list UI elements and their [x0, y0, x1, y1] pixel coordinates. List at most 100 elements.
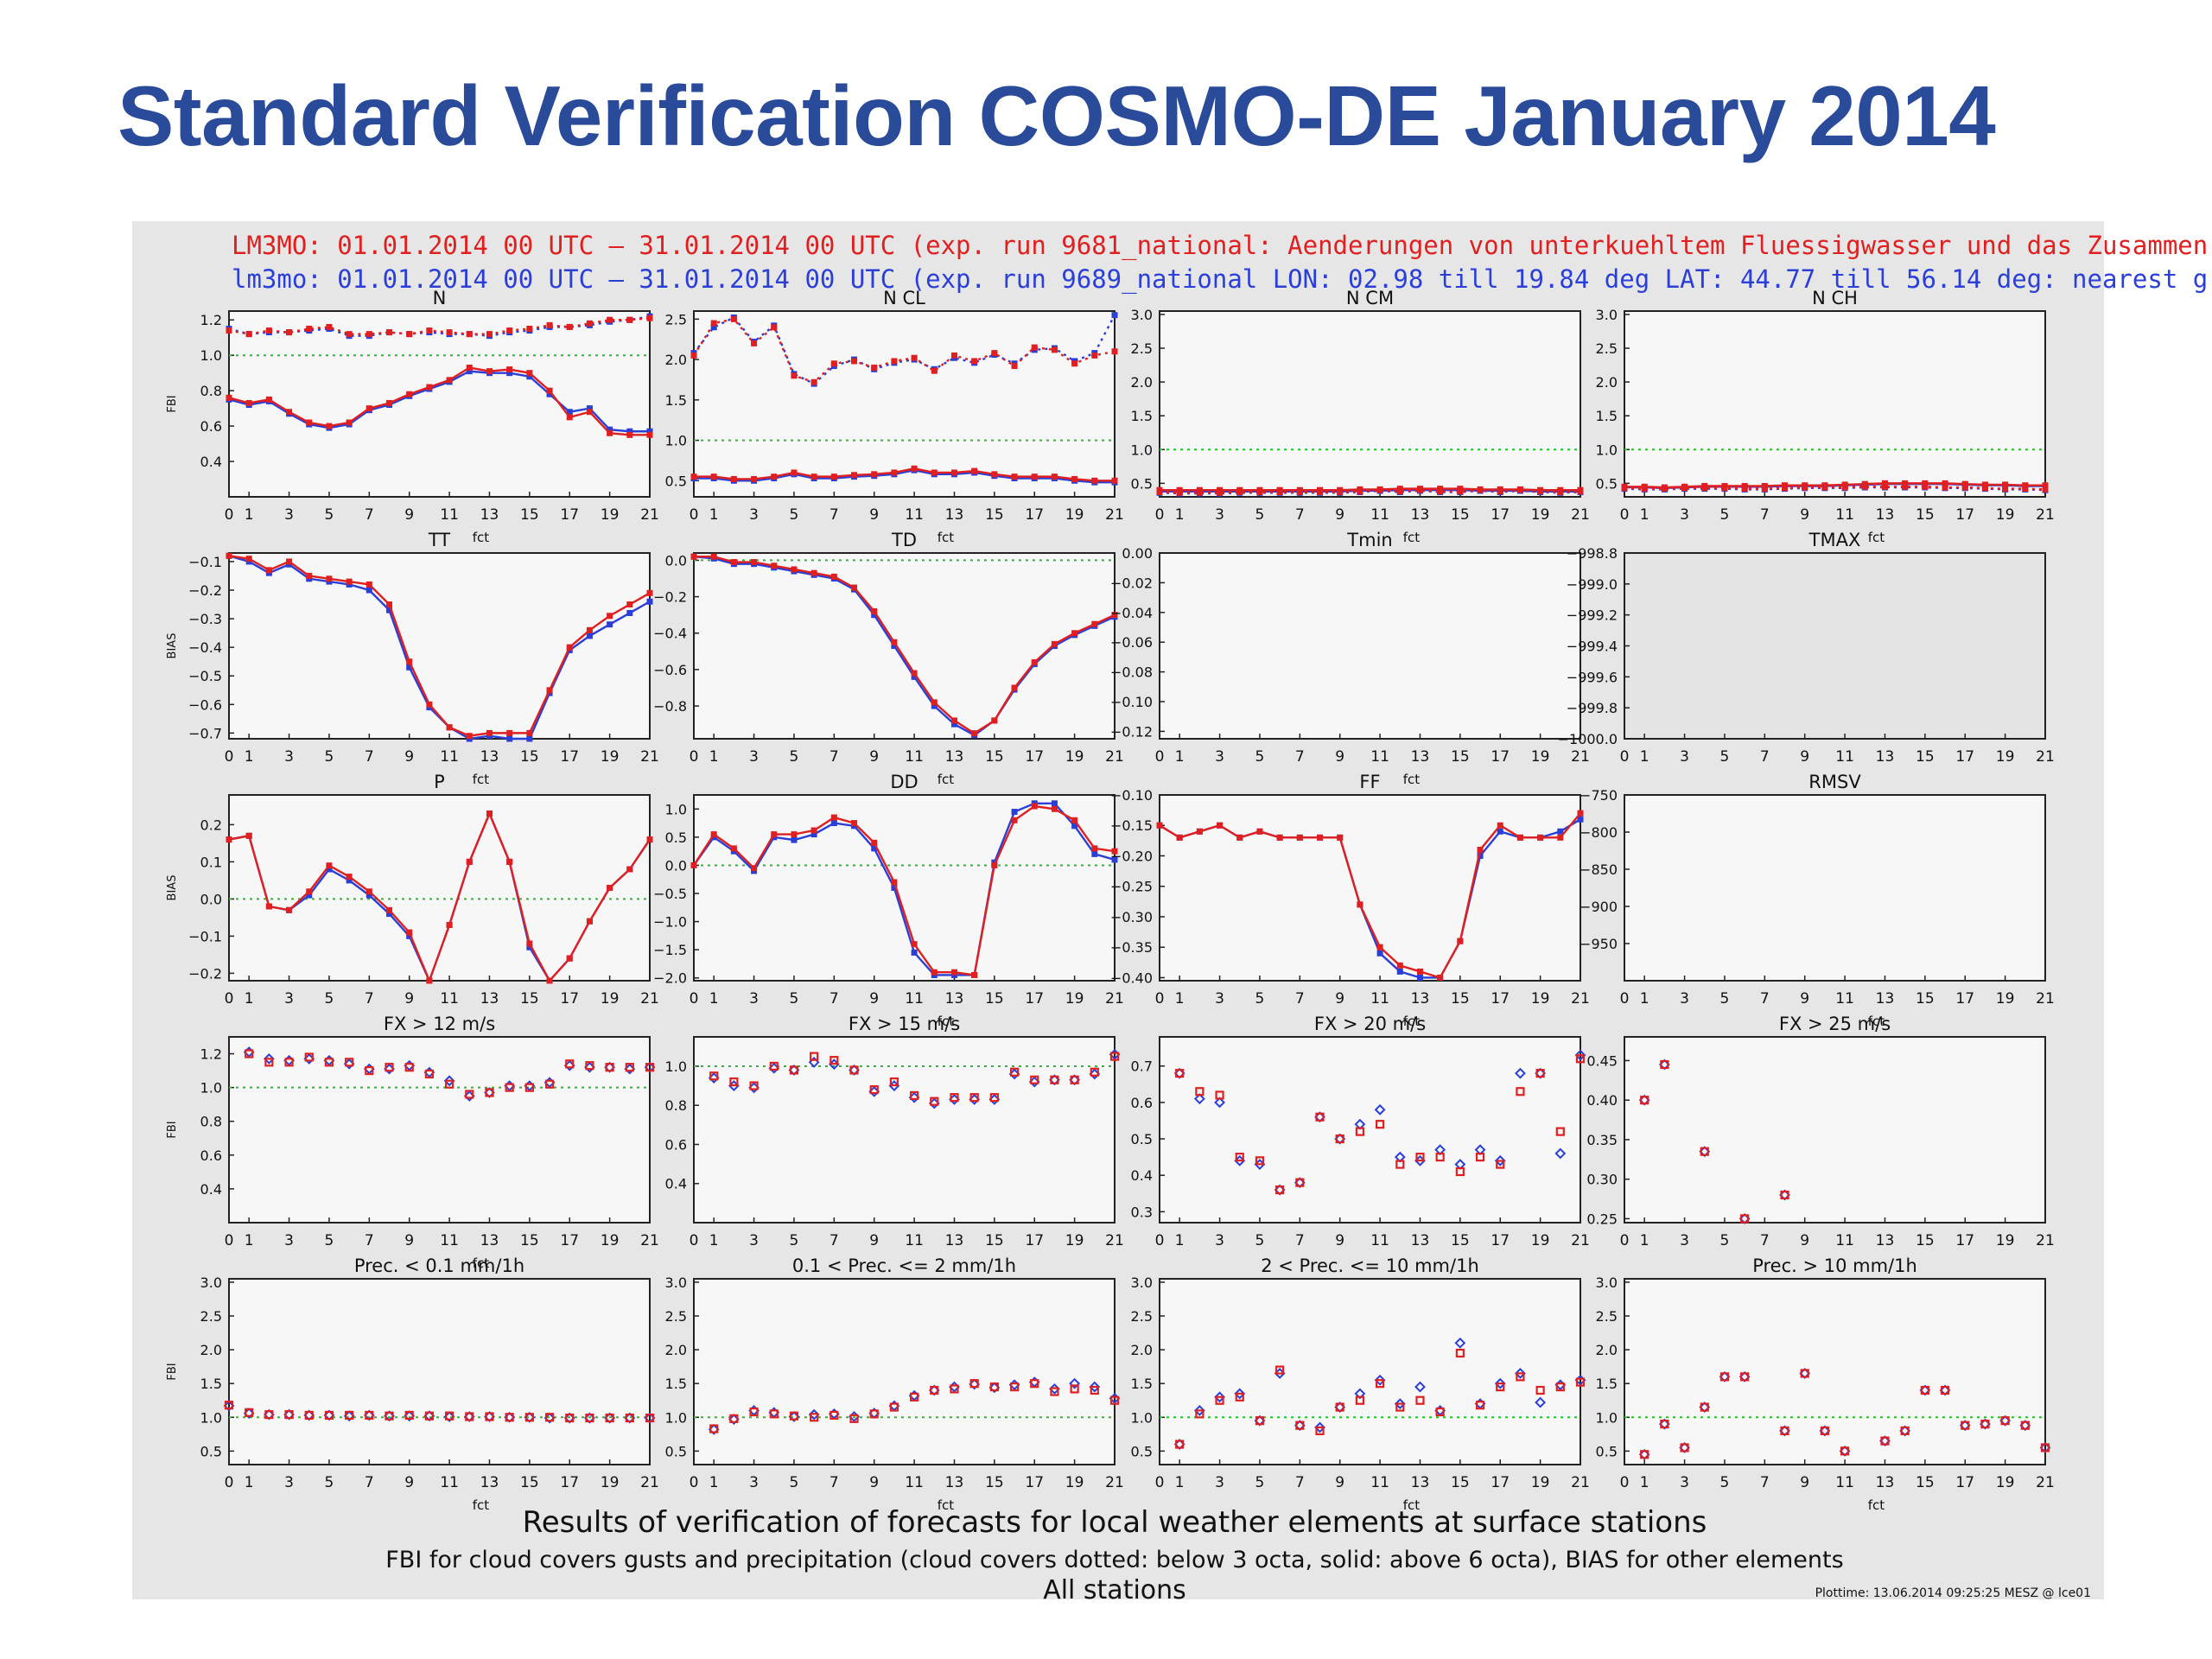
x-tick-label: 11	[1370, 1474, 1389, 1491]
x-tick-label: 21	[1105, 1474, 1124, 1491]
series-line	[228, 555, 651, 737]
x-tick-label: 0	[1155, 990, 1165, 1007]
x-tick-label: 0	[225, 506, 234, 524]
x-tick-label: 5	[790, 990, 799, 1007]
data-point	[226, 552, 232, 559]
y-tick-label: −0.10	[1110, 694, 1153, 710]
y-tick-label: 0.4	[1131, 1167, 1153, 1184]
data-point	[1235, 1153, 1244, 1162]
data-point	[911, 354, 918, 361]
data-point	[989, 1093, 999, 1103]
y-tick-label: 1.2	[200, 1046, 222, 1063]
series-line	[228, 370, 650, 433]
data-point	[911, 949, 918, 956]
x-tick-label: 19	[1065, 506, 1084, 524]
data-point	[1554, 1147, 1567, 1160]
x-tick-label: 21	[1571, 506, 1590, 524]
data-point	[1497, 822, 1503, 829]
data-point	[586, 320, 593, 327]
data-point	[544, 1413, 555, 1422]
data-point	[506, 735, 513, 742]
x-tick-label: 17	[1491, 1474, 1510, 1491]
data-point	[1840, 1446, 1850, 1456]
panel-title: FX > 20 m/s	[1314, 1014, 1426, 1034]
data-point	[751, 865, 758, 872]
data-point	[1217, 822, 1224, 829]
x-tick-label: 21	[1571, 1232, 1590, 1249]
data-point	[1011, 817, 1018, 823]
data-point	[1314, 1421, 1325, 1433]
data-point	[791, 469, 798, 476]
data-point	[526, 729, 533, 736]
panel-title: TD	[891, 530, 917, 550]
data-point	[1111, 856, 1118, 863]
data-point	[546, 977, 553, 984]
data-point	[1961, 484, 1968, 491]
data-point	[1415, 1395, 1425, 1405]
plot-area	[228, 1036, 651, 1224]
data-point	[1091, 352, 1098, 359]
y-tick-label: −999.8	[1567, 700, 1618, 716]
data-point	[771, 474, 778, 480]
x-tick-label: 21	[1571, 990, 1590, 1007]
x-tick-label: 13	[945, 1474, 964, 1491]
x-tick-label: 0	[1620, 990, 1630, 1007]
x-tick-label: 21	[1105, 1232, 1124, 1249]
y-tick-label: 0.5	[1596, 1443, 1618, 1459]
data-point	[306, 325, 313, 332]
panel-title: FX > 25 m/s	[1779, 1014, 1891, 1034]
data-point	[1497, 488, 1503, 495]
data-point	[950, 1093, 959, 1103]
y-tick-label: −1000.0	[1558, 731, 1618, 747]
y-tick-label: 0.1	[200, 854, 222, 870]
data-point	[769, 1409, 779, 1419]
x-tick-label: 17	[560, 506, 579, 524]
data-point	[751, 475, 758, 482]
plot-area	[693, 552, 1116, 740]
data-point	[971, 730, 978, 737]
y-tick-label: 0.0	[200, 891, 222, 907]
data-point	[1414, 1381, 1426, 1393]
x-tick-label: 1	[709, 1474, 719, 1491]
x-tick-label: 9	[1335, 506, 1344, 524]
x-tick-label: 17	[1955, 990, 1974, 1007]
data-point	[406, 664, 413, 671]
data-point	[1070, 1384, 1079, 1394]
y-tick-label: 1.0	[200, 1080, 222, 1096]
y-tick-label: 0.00	[1122, 545, 1153, 562]
x-tick-label: 13	[1876, 506, 1895, 524]
plot-area	[1624, 794, 2046, 982]
data-point	[446, 922, 453, 928]
data-point	[1577, 816, 1584, 823]
data-point	[566, 644, 573, 651]
data-point	[245, 556, 252, 563]
data-point	[969, 1093, 979, 1103]
data-point	[1455, 1166, 1465, 1177]
data-point	[909, 1090, 919, 1100]
x-tick-label: 17	[1491, 1232, 1510, 1249]
data-point	[950, 717, 957, 724]
y-tick-label: 1.2	[200, 312, 222, 328]
data-point	[1071, 823, 1078, 830]
y-tick-label: 3.0	[665, 1274, 687, 1291]
data-point	[830, 1410, 839, 1421]
x-tick-label: 17	[560, 1474, 579, 1491]
data-point	[1700, 1402, 1709, 1412]
data-point	[626, 428, 633, 435]
data-point	[1255, 1156, 1265, 1166]
data-point	[1394, 1398, 1406, 1410]
data-point	[446, 329, 453, 336]
data-point	[586, 409, 593, 416]
x-tick-label: 5	[1255, 1232, 1265, 1249]
x-tick-label: 3	[1680, 1232, 1689, 1249]
x-axis-label: fct	[473, 530, 490, 545]
x-axis-label: fct	[1403, 1497, 1421, 1513]
x-tick-label: 15	[1916, 990, 1935, 1007]
x-tick-label: 9	[404, 990, 414, 1007]
panel-title: N CL	[883, 288, 925, 308]
data-point	[607, 885, 613, 891]
x-tick-label: 17	[1025, 1232, 1044, 1249]
